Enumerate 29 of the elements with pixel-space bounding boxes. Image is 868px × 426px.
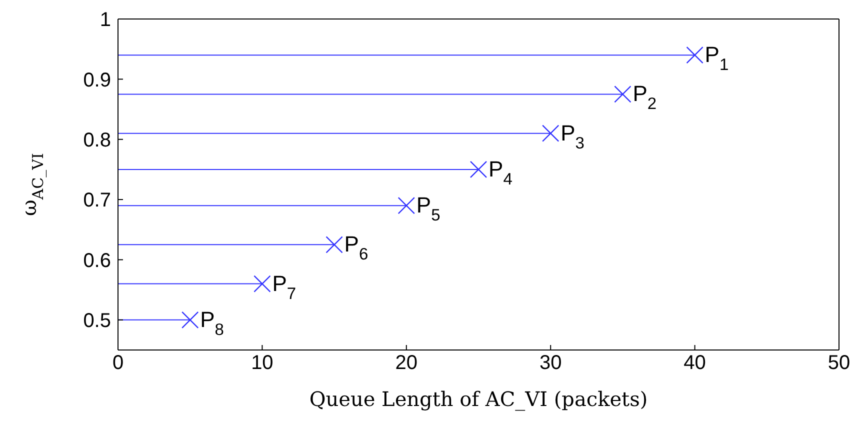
y-tick-label: 1: [100, 9, 111, 32]
series-label: P$_{8}$: [200, 306, 224, 339]
point: [470, 160, 488, 178]
y-tick-label: 0.9: [83, 69, 111, 92]
point: [254, 275, 271, 292]
x-tick-label: 50: [828, 352, 850, 374]
series-label: P$_{2}$: [632, 81, 657, 113]
y-tick-label: 0.8: [83, 129, 111, 152]
series-label: P$_{1}$: [704, 42, 729, 74]
point: [326, 236, 343, 254]
x-axis-title: Queue Length of AC_VI (packets): [309, 387, 648, 411]
x-tick-label: 30: [539, 352, 562, 374]
x-tick-label: 10: [251, 352, 274, 374]
point: [398, 196, 415, 214]
series-label: P$_{6}$: [344, 232, 368, 264]
point: [614, 86, 632, 103]
y-tick-label: 0.6: [83, 250, 111, 272]
point: [182, 311, 199, 329]
series-label: P$_{4}$: [488, 156, 512, 188]
series-label: P$_{5}$: [416, 192, 440, 224]
y-tick-label: 0.5: [83, 310, 111, 332]
series-label: P$_{7}$: [272, 270, 296, 302]
x-tick-label: 40: [684, 352, 706, 374]
y-tick-label: 0.7: [83, 190, 111, 212]
point: [542, 124, 560, 142]
x-tick-label: 0: [112, 352, 124, 374]
point: [686, 46, 704, 64]
x-tick-label: 20: [395, 352, 418, 374]
series-label: P$_{3}$: [560, 120, 584, 152]
